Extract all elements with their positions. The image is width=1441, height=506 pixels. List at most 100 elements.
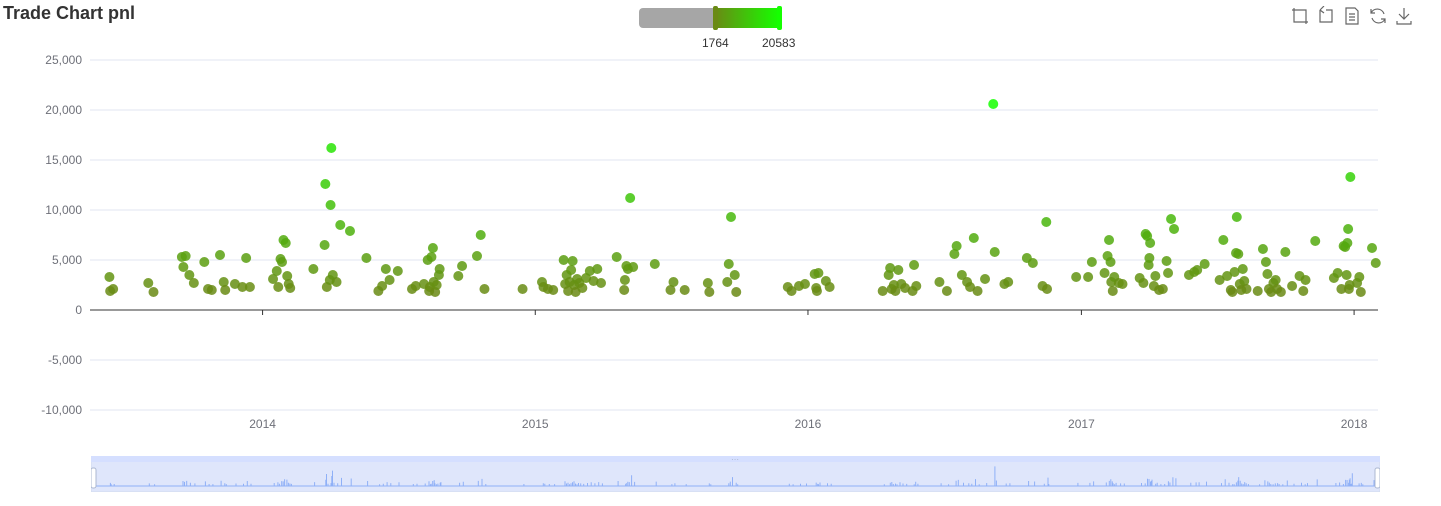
data-point[interactable] <box>1354 272 1365 282</box>
data-point[interactable] <box>989 247 1000 257</box>
data-point[interactable] <box>1239 276 1250 286</box>
data-point[interactable] <box>722 277 733 287</box>
data-point[interactable] <box>308 264 319 274</box>
visual-map-legend[interactable]: 1764 20583 <box>638 6 795 50</box>
data-point[interactable] <box>1300 275 1311 285</box>
data-point[interactable] <box>1355 287 1366 297</box>
data-point[interactable] <box>1086 257 1097 267</box>
data-point[interactable] <box>1257 244 1268 254</box>
data-point[interactable] <box>1071 272 1082 282</box>
data-point[interactable] <box>1145 238 1156 248</box>
data-point[interactable] <box>665 285 676 295</box>
save-image-icon[interactable] <box>1394 6 1414 26</box>
data-point[interactable] <box>1287 281 1298 291</box>
data-point[interactable] <box>1262 269 1273 279</box>
data-point[interactable] <box>1222 271 1233 281</box>
data-view-icon[interactable] <box>1342 6 1362 26</box>
data-point[interactable] <box>799 279 810 289</box>
data-point[interactable] <box>1298 286 1309 296</box>
data-point[interactable] <box>148 287 159 297</box>
zoom-reset-icon[interactable] <box>1316 6 1336 26</box>
data-point[interactable] <box>335 220 346 230</box>
data-zoom-left-handle[interactable] <box>91 467 97 489</box>
data-point[interactable] <box>331 277 342 287</box>
data-point[interactable] <box>325 200 336 210</box>
data-point[interactable] <box>241 253 252 263</box>
data-point[interactable] <box>517 284 528 294</box>
data-point[interactable] <box>951 241 962 251</box>
data-point[interactable] <box>380 264 391 274</box>
data-point[interactable] <box>180 251 191 261</box>
data-point[interactable] <box>885 263 896 273</box>
data-point[interactable] <box>285 283 296 293</box>
data-point[interactable] <box>577 283 588 293</box>
data-point[interactable] <box>1192 265 1203 275</box>
data-point[interactable] <box>934 277 945 287</box>
data-point[interactable] <box>1345 172 1356 182</box>
data-point[interactable] <box>392 266 403 276</box>
data-point[interactable] <box>1003 277 1014 287</box>
data-point[interactable] <box>268 274 279 284</box>
data-point[interactable] <box>890 286 901 296</box>
data-point[interactable] <box>280 238 291 248</box>
data-point[interactable] <box>813 268 824 278</box>
restore-icon[interactable] <box>1368 6 1388 26</box>
data-point[interactable] <box>558 255 569 265</box>
data-point[interactable] <box>1270 275 1281 285</box>
data-zoom-icon[interactable] <box>1290 6 1310 26</box>
visual-map-max-handle[interactable] <box>777 6 782 30</box>
data-point[interactable] <box>628 262 639 272</box>
data-point[interactable] <box>277 257 288 267</box>
data-point[interactable] <box>729 270 740 280</box>
data-point[interactable] <box>1260 257 1271 267</box>
data-point[interactable] <box>1138 278 1149 288</box>
data-point[interactable] <box>282 271 293 281</box>
data-point[interactable] <box>1107 286 1118 296</box>
data-point[interactable] <box>877 286 888 296</box>
data-zoom-right-handle[interactable] <box>1374 467 1380 489</box>
data-point[interactable] <box>1099 268 1110 278</box>
data-point[interactable] <box>1252 286 1263 296</box>
data-point[interactable] <box>649 259 660 269</box>
data-point[interactable] <box>453 271 464 281</box>
data-point[interactable] <box>704 287 715 297</box>
data-point[interactable] <box>319 240 330 250</box>
data-point[interactable] <box>457 261 468 271</box>
data-point[interactable] <box>1241 284 1252 294</box>
data-point[interactable] <box>426 252 437 262</box>
data-point[interactable] <box>1104 235 1115 245</box>
data-point[interactable] <box>184 270 195 280</box>
data-point[interactable] <box>479 284 490 294</box>
data-point[interactable] <box>1343 224 1354 234</box>
data-point[interactable] <box>1275 287 1286 297</box>
data-point[interactable] <box>361 253 372 263</box>
data-point[interactable] <box>377 281 388 291</box>
data-point[interactable] <box>188 278 199 288</box>
data-point[interactable] <box>786 286 797 296</box>
data-point[interactable] <box>909 260 920 270</box>
data-point[interactable] <box>1166 214 1177 224</box>
data-zoom-move-handle[interactable]: ⋯ <box>731 456 739 464</box>
data-point[interactable] <box>237 282 248 292</box>
data-point[interactable] <box>104 272 115 282</box>
data-point[interactable] <box>431 280 442 290</box>
data-point[interactable] <box>956 270 967 280</box>
data-point[interactable] <box>1218 235 1229 245</box>
data-point[interactable] <box>1163 268 1174 278</box>
data-zoom-top-bar[interactable] <box>91 456 1380 462</box>
data-point[interactable] <box>1105 257 1116 267</box>
data-point[interactable] <box>668 277 679 287</box>
data-point[interactable] <box>1342 238 1353 248</box>
data-point[interactable] <box>1229 267 1240 277</box>
data-point[interactable] <box>1367 243 1378 253</box>
data-point[interactable] <box>911 281 922 291</box>
data-point[interactable] <box>218 277 229 287</box>
data-point[interactable] <box>824 282 835 292</box>
data-point[interactable] <box>1157 284 1168 294</box>
data-point[interactable] <box>244 282 255 292</box>
data-point[interactable] <box>731 287 742 297</box>
data-point[interactable] <box>273 282 284 292</box>
visual-map-min-handle[interactable] <box>713 6 718 30</box>
data-point[interactable] <box>271 266 282 276</box>
data-point[interactable] <box>566 265 577 275</box>
